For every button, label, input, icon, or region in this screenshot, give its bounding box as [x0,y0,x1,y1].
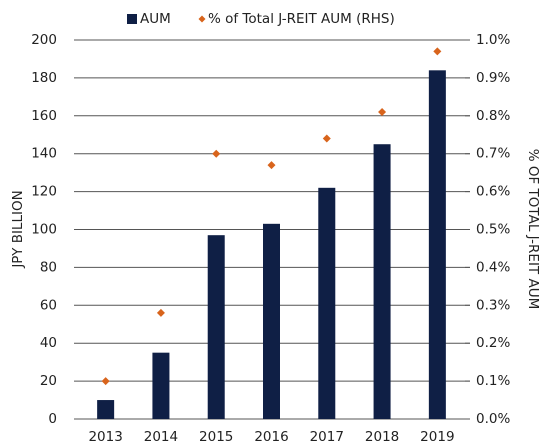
y-tick-label: 140 [31,146,57,162]
y-tick-label: 200 [31,32,57,48]
y2-tick-label: 0.0% [476,411,510,427]
bar [318,187,336,419]
bar [373,144,391,419]
y2-tick-label: 0.9% [476,70,510,86]
x-tick-label: 2018 [365,429,399,445]
y2-axis-label: % OF TOTAL J-REIT AUM [525,149,541,309]
marker [267,161,276,170]
y2-tick-label: 0.6% [476,184,510,200]
y2-tick-label: 0.2% [476,335,510,351]
bar [263,223,280,419]
x-tick-label: 2013 [88,429,122,445]
y-tick-label: 160 [31,108,57,124]
y-tick-label: 0 [48,411,57,427]
marker [212,149,221,158]
legend-label: AUM [140,11,171,27]
bar [428,70,446,419]
marker [101,377,110,386]
y2-tick-label: 0.7% [476,146,510,162]
y-tick-label: 100 [31,222,57,238]
x-tick-label: 2015 [199,429,233,445]
marker [156,308,165,317]
bar [152,352,170,419]
y2-tick-label: 0.8% [476,108,510,124]
y-tick-label: 20 [40,373,57,389]
marker [378,108,387,117]
y2-tick-label: 0.5% [476,222,510,238]
bar [97,400,115,419]
y2-tick-label: 0.4% [476,259,510,275]
x-tick-label: 2019 [420,429,454,445]
y-tick-label: 40 [40,335,57,351]
y-axis-label: JPY BILLION [10,190,26,268]
y2-tick-label: 0.3% [476,297,510,313]
marker [433,47,442,56]
y-tick-label: 120 [31,184,57,200]
y-tick-label: 80 [40,259,57,275]
x-tick-label: 2014 [144,429,178,445]
marker [322,134,331,143]
legend-marker [198,15,206,23]
y2-tick-label: 1.0% [476,32,510,48]
x-tick-label: 2017 [310,429,344,445]
x-tick-label: 2016 [254,429,288,445]
legend-label: % of Total J-REIT AUM (RHS) [208,11,395,27]
bar [207,235,225,419]
legend-swatch [127,14,137,24]
y-tick-label: 180 [31,70,57,86]
y2-tick-label: 0.1% [476,373,510,389]
y-tick-label: 60 [40,297,57,313]
